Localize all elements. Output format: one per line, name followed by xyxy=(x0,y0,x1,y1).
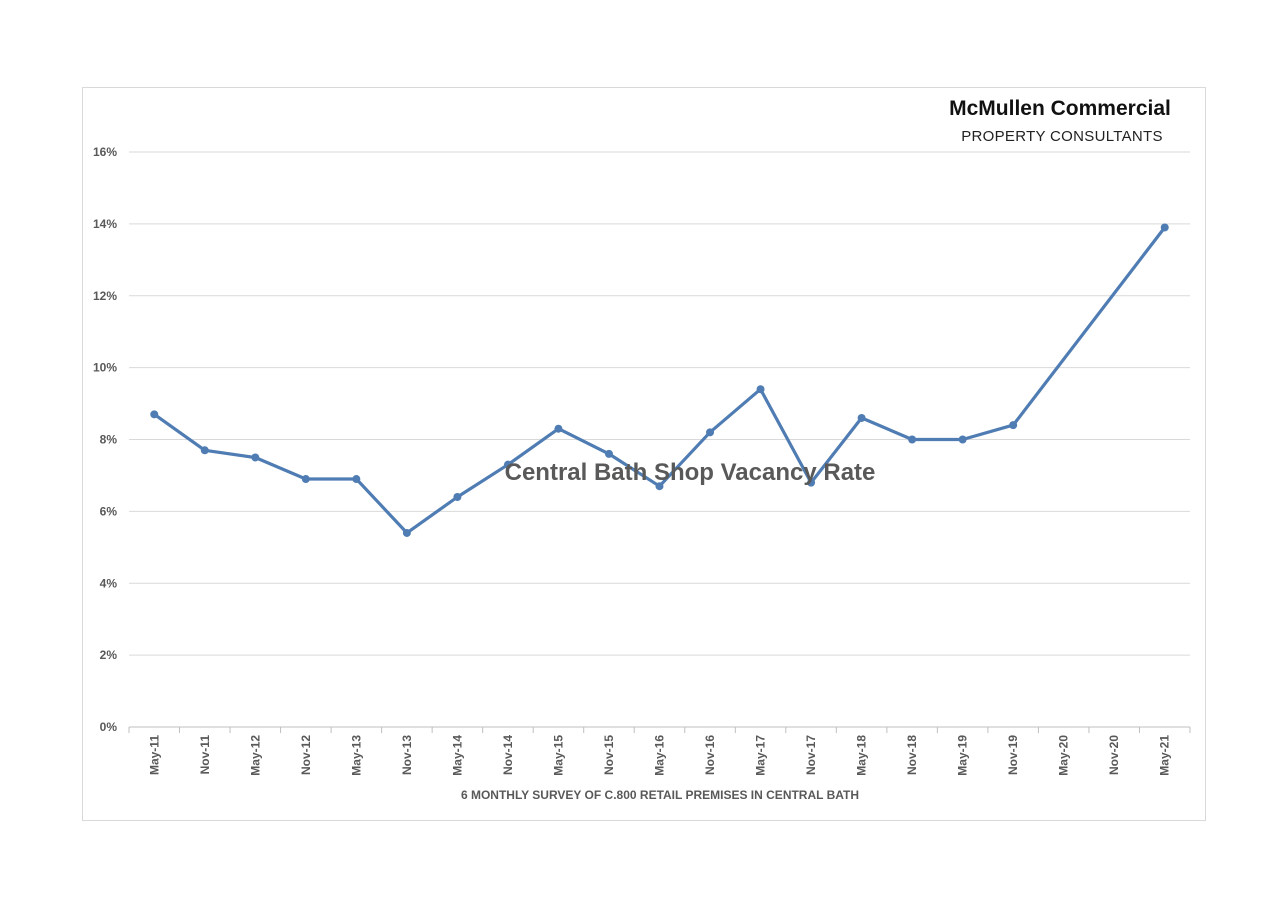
y-tick-label: 8% xyxy=(100,433,118,447)
data-point xyxy=(1160,223,1169,232)
data-point xyxy=(756,385,765,394)
x-tick-label: Nov-15 xyxy=(602,735,616,775)
x-tick-label: May-16 xyxy=(653,735,667,776)
x-tick-label: Nov-11 xyxy=(198,735,212,775)
data-point xyxy=(352,475,361,484)
data-point xyxy=(402,528,411,537)
data-point xyxy=(807,478,816,487)
data-point xyxy=(958,435,967,444)
data-point xyxy=(200,446,209,455)
y-tick-label: 6% xyxy=(100,504,118,518)
data-point xyxy=(908,435,917,444)
y-tick-label: 2% xyxy=(100,648,118,662)
y-tick-label: 14% xyxy=(93,217,117,231)
x-tick-label: Nov-20 xyxy=(1107,735,1121,775)
x-tick-label: May-21 xyxy=(1158,735,1172,776)
data-point xyxy=(150,410,159,419)
x-tick-label: May-18 xyxy=(855,735,869,776)
x-tick-label: May-20 xyxy=(1057,735,1071,776)
x-axis-title: 6 MONTHLY SURVEY OF C.800 RETAIL PREMISE… xyxy=(461,788,859,802)
y-tick-label: 12% xyxy=(93,289,117,303)
x-tick-label: Nov-16 xyxy=(703,735,717,775)
x-tick-label: Nov-14 xyxy=(501,735,515,775)
data-point xyxy=(453,493,462,501)
x-tick-label: May-15 xyxy=(551,735,565,776)
y-axis-ticks: 0% 2% 4% 6% 8% 10% 12% 14% 16% xyxy=(93,145,117,734)
brand-subtitle: PROPERTY CONSULTANTS xyxy=(961,128,1163,145)
chart-title: Central Bath Shop Vacancy Rate xyxy=(505,459,876,486)
x-tick-label: May-11 xyxy=(147,735,161,775)
data-point xyxy=(503,460,512,469)
data-point xyxy=(554,424,563,433)
data-point xyxy=(251,453,260,462)
x-tick-label: May-13 xyxy=(349,735,363,776)
x-axis-ticks: May-11 Nov-11 May-12 Nov-12 May-13 Nov-13 May-… xyxy=(147,735,1171,776)
y-tick-label: 16% xyxy=(93,145,117,159)
x-tick-label: May-14 xyxy=(450,735,464,776)
x-tick-label: Nov-17 xyxy=(804,735,818,775)
x-tick-label: Nov-19 xyxy=(1006,735,1020,775)
data-point xyxy=(301,475,310,484)
x-tick-label: May-12 xyxy=(248,735,262,776)
axes xyxy=(128,726,1191,733)
data-point xyxy=(706,428,715,437)
x-tick-label: May-17 xyxy=(754,735,768,776)
x-tick-label: Nov-12 xyxy=(299,735,313,775)
data-point xyxy=(604,449,613,458)
data-point xyxy=(655,482,664,491)
x-tick-label: Nov-18 xyxy=(905,735,919,775)
x-tick-label: Nov-13 xyxy=(400,735,414,775)
y-tick-label: 4% xyxy=(100,576,118,590)
x-tick-label: May-19 xyxy=(956,735,970,776)
y-tick-label: 10% xyxy=(93,361,117,375)
data-point xyxy=(857,413,866,422)
chart-frame xyxy=(82,87,1206,821)
y-tick-label: 0% xyxy=(100,720,118,734)
data-point xyxy=(1009,421,1018,430)
gridlines xyxy=(129,151,1190,656)
brand-name: McMullen Commercial xyxy=(949,97,1171,120)
series-layer xyxy=(150,223,1169,537)
